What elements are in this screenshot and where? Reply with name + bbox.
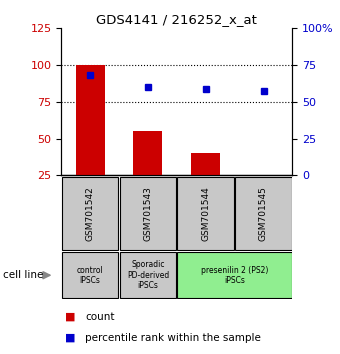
- Bar: [120, 252, 176, 298]
- Text: ■: ■: [65, 312, 75, 322]
- Bar: [75, 65, 105, 175]
- Bar: [177, 177, 234, 250]
- Text: percentile rank within the sample: percentile rank within the sample: [85, 333, 261, 343]
- Text: presenilin 2 (PS2)
iPSCs: presenilin 2 (PS2) iPSCs: [201, 266, 268, 285]
- Text: control
IPSCs: control IPSCs: [77, 266, 103, 285]
- Bar: [62, 177, 118, 250]
- Bar: [235, 177, 292, 250]
- Bar: [133, 131, 163, 175]
- Text: GSM701544: GSM701544: [201, 186, 210, 241]
- Text: count: count: [85, 312, 115, 322]
- Bar: [62, 252, 118, 298]
- Text: Sporadic
PD-derived
iPSCs: Sporadic PD-derived iPSCs: [127, 260, 169, 290]
- Bar: [177, 252, 292, 298]
- Bar: [120, 177, 176, 250]
- Text: GSM701542: GSM701542: [86, 186, 95, 241]
- Title: GDS4141 / 216252_x_at: GDS4141 / 216252_x_at: [96, 13, 257, 26]
- Text: GSM701545: GSM701545: [259, 186, 268, 241]
- Text: ■: ■: [65, 333, 75, 343]
- Text: cell line: cell line: [3, 270, 44, 280]
- Bar: [191, 153, 220, 175]
- Text: GSM701543: GSM701543: [143, 186, 152, 241]
